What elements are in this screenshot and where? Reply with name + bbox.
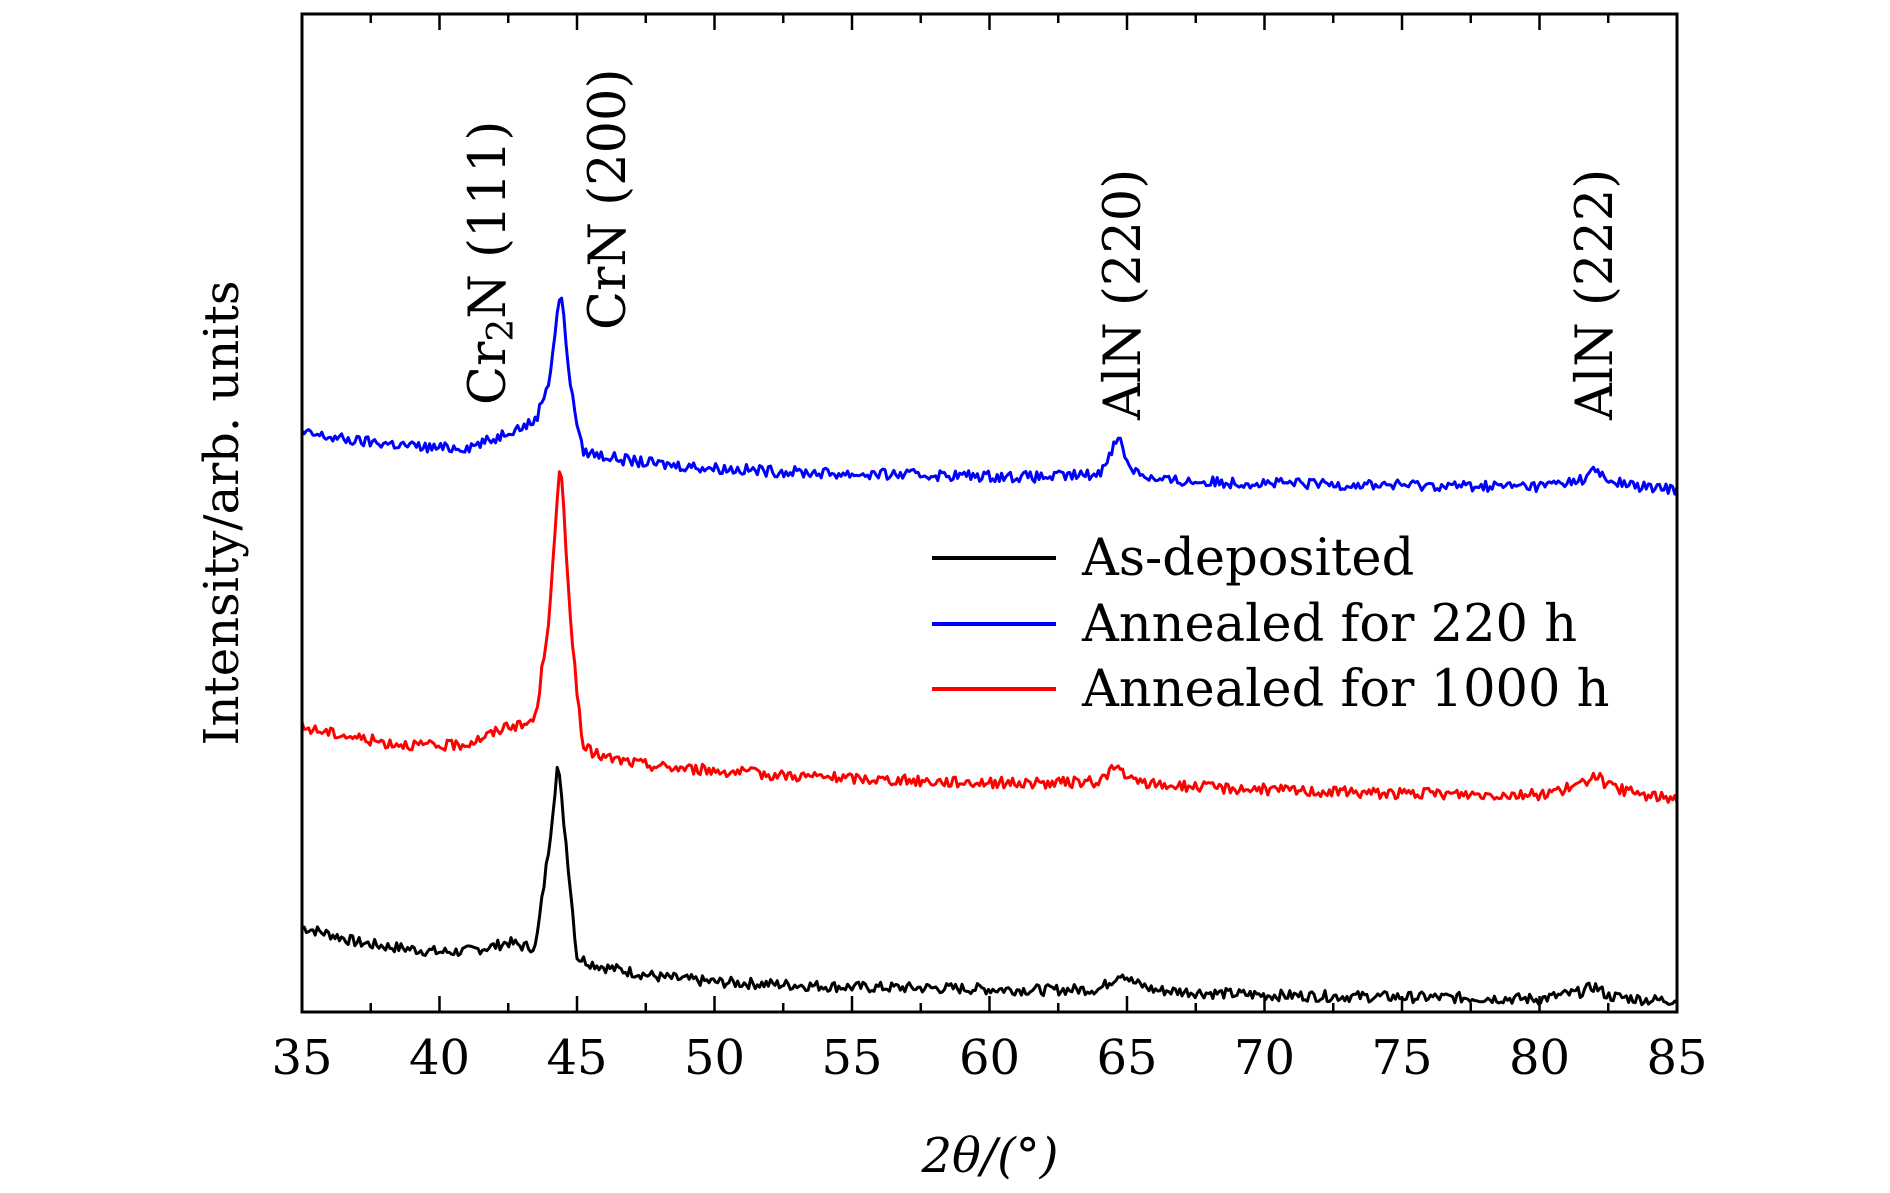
x-tick-label: 65 <box>1096 1030 1157 1086</box>
x-tick-labels: 35 40 45 50 55 60 65 70 75 80 85 <box>271 1030 1707 1086</box>
annotation-cr2n-sub: 2 <box>481 319 522 342</box>
annotation-cr2n-111: Cr2N (111) <box>459 121 522 405</box>
series-line-annealed-1000h <box>300 470 1679 804</box>
series-group <box>300 296 1679 1007</box>
x-tick-label: 50 <box>684 1030 745 1086</box>
series-line-annealed-220h <box>300 296 1679 496</box>
x-tick-label: 45 <box>546 1030 607 1086</box>
annotation-crn-200: CrN (200) <box>579 69 638 330</box>
x-tick-label: 75 <box>1371 1030 1432 1086</box>
x-tick-label: 70 <box>1234 1030 1295 1086</box>
peak-annotations: Cr2N (111) CrN (200) AlN (220) AlN (222) <box>459 69 1625 421</box>
annotation-aln-222: AlN (222) <box>1566 169 1625 421</box>
legend: As-deposited Annealed for 220 h Annealed… <box>932 529 1609 719</box>
y-axis-label: Intensity/arb. units <box>194 281 250 746</box>
x-tick-label: 40 <box>409 1030 470 1086</box>
legend-label-annealed-220h: Annealed for 220 h <box>1081 595 1577 654</box>
x-tick-label: 35 <box>271 1030 332 1086</box>
x-tick-label: 80 <box>1509 1030 1570 1086</box>
x-axis-label: 2θ/(°) <box>920 1128 1058 1184</box>
legend-label-annealed-1000h: Annealed for 1000 h <box>1081 660 1609 719</box>
x-tick-label: 60 <box>959 1030 1020 1086</box>
x-tick-label: 85 <box>1646 1030 1707 1086</box>
x-tick-label: 55 <box>821 1030 882 1086</box>
annotation-cr2n-post: N (111) <box>459 121 518 319</box>
annotation-aln-220: AlN (220) <box>1094 169 1153 421</box>
annotation-cr2n-pre: Cr <box>459 341 518 405</box>
series-line-as-deposited <box>301 765 1678 1007</box>
legend-label-as-deposited: As-deposited <box>1081 529 1414 588</box>
x-ticks <box>300 14 1679 1012</box>
